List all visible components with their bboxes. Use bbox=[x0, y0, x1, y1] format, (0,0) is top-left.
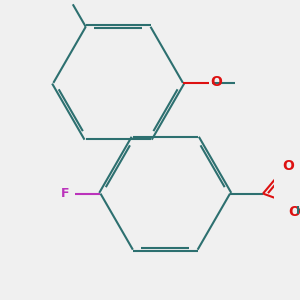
Text: O: O bbox=[289, 205, 300, 219]
Text: O: O bbox=[210, 75, 222, 89]
Text: H: H bbox=[296, 206, 300, 216]
Text: O: O bbox=[282, 159, 294, 172]
Text: F: F bbox=[61, 187, 70, 200]
